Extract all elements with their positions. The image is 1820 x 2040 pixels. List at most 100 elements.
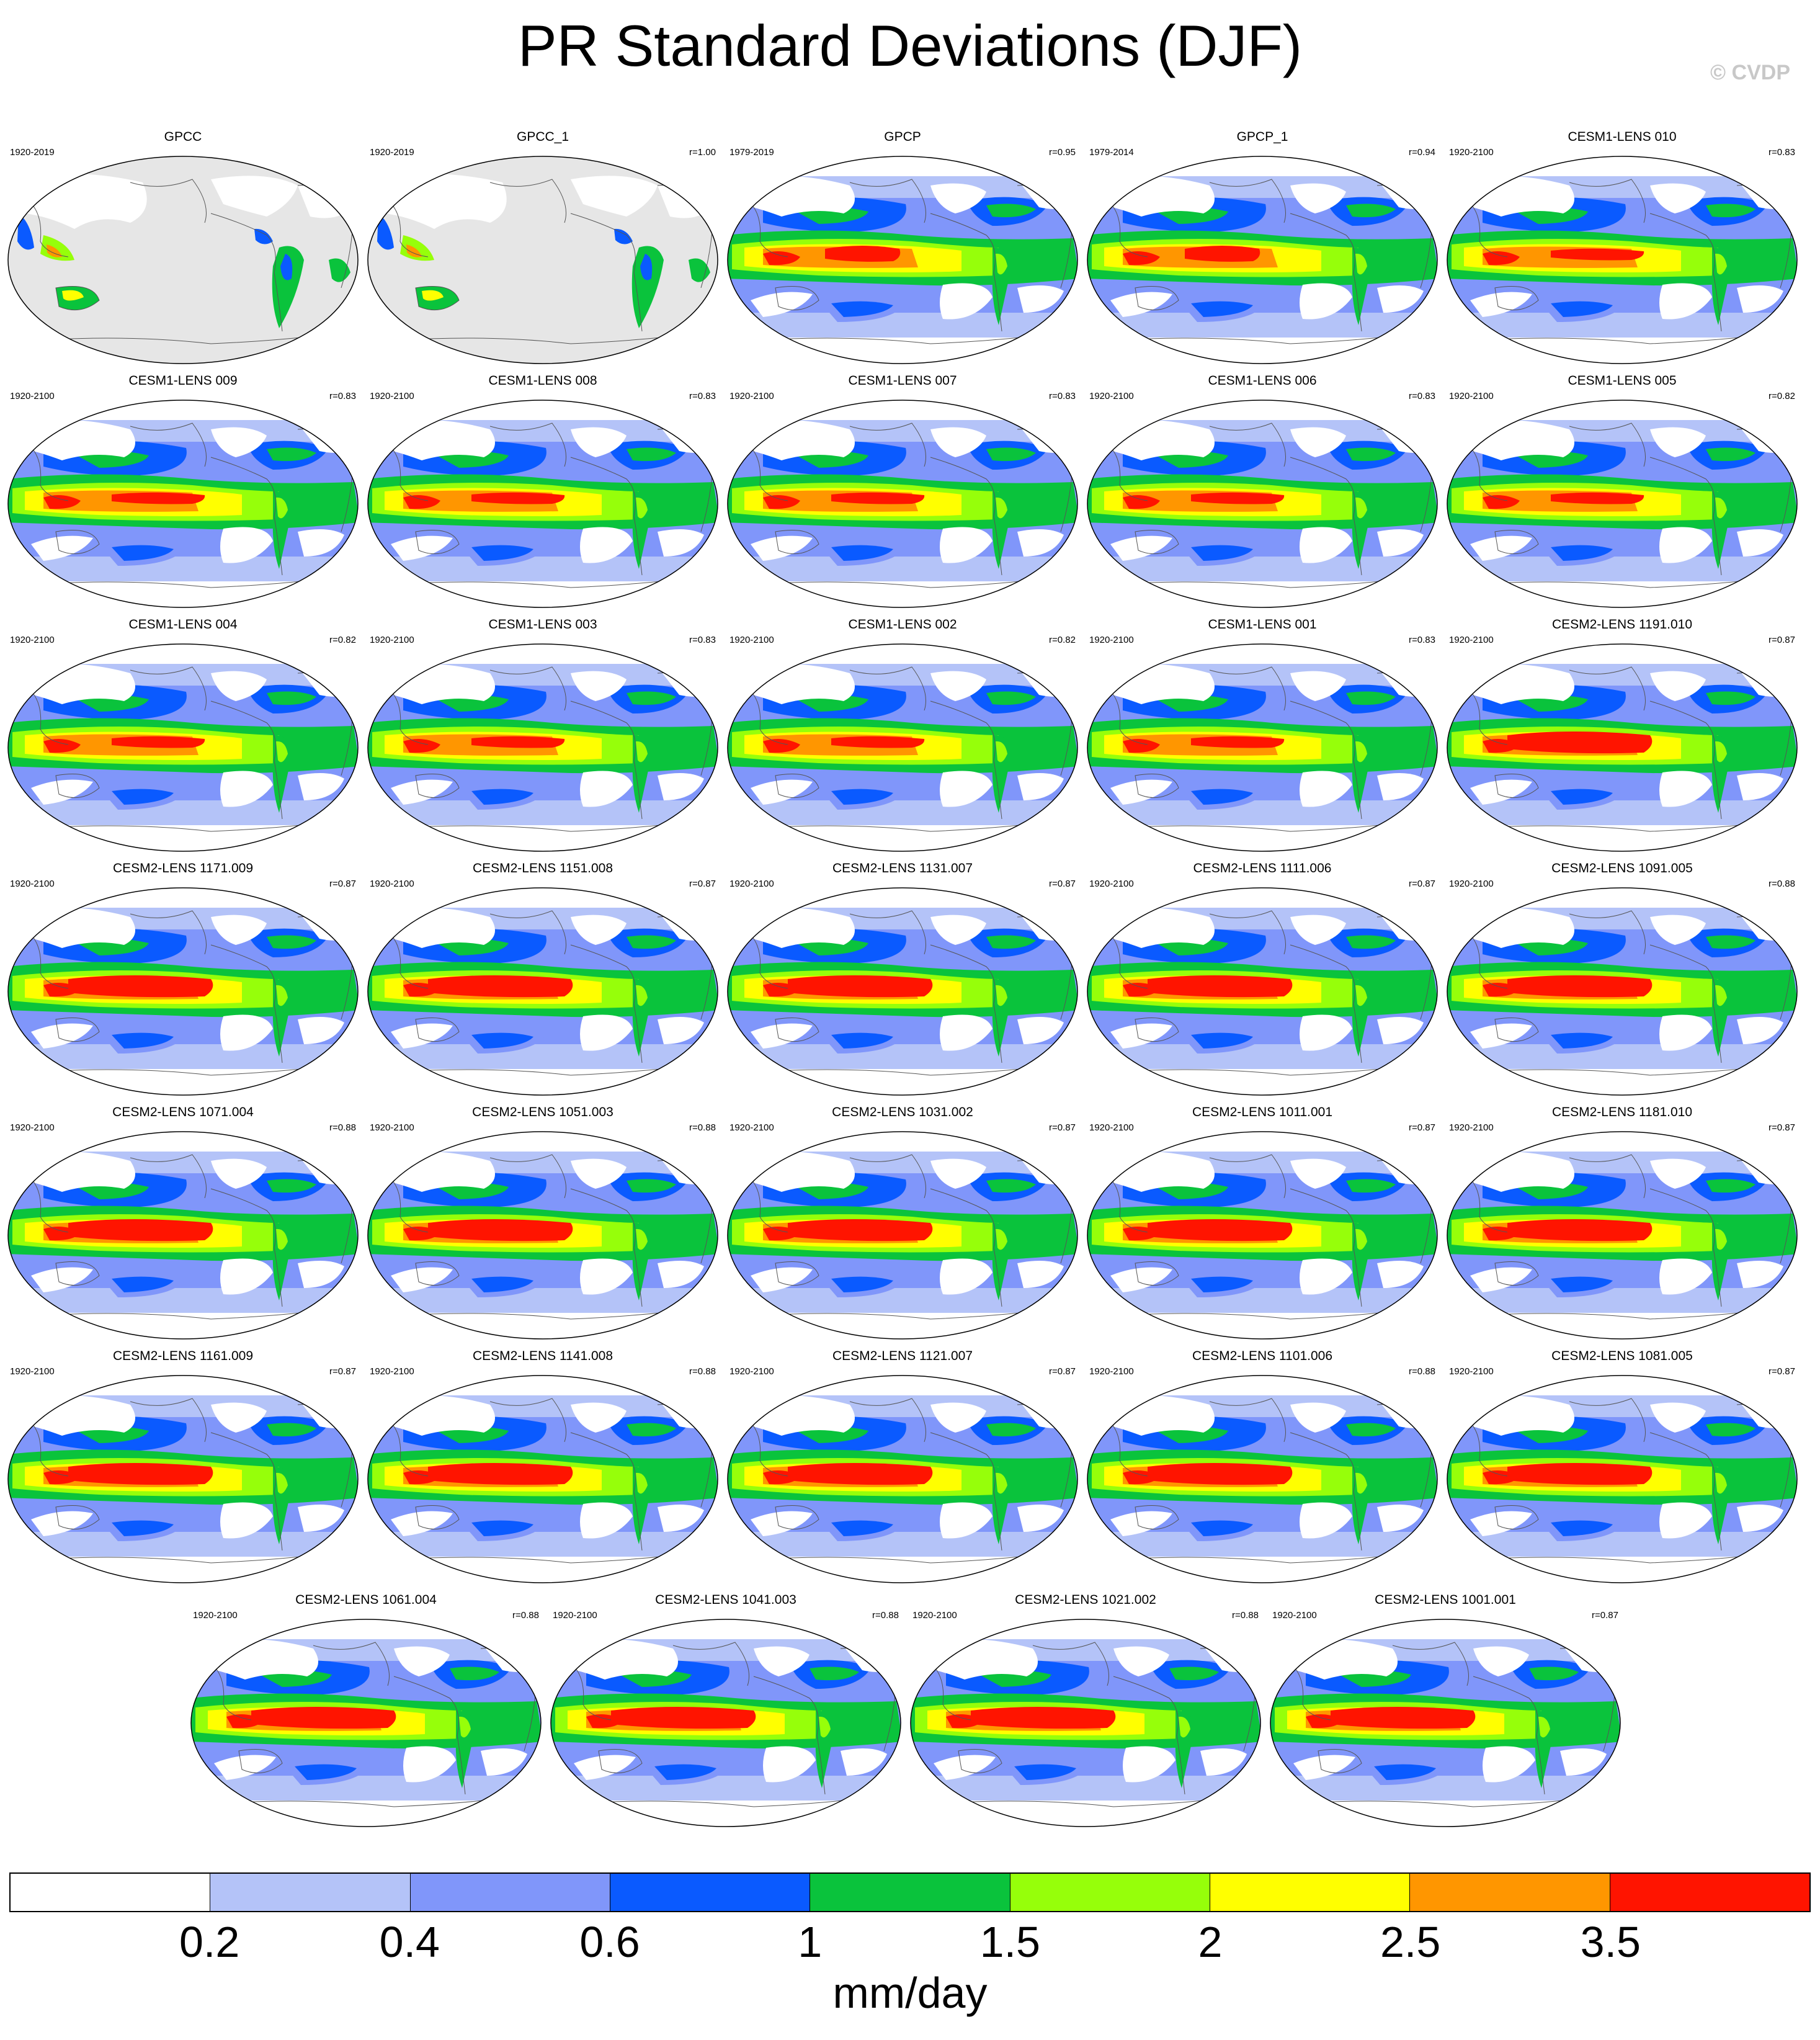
- panel-correlation: r=0.87: [1409, 1122, 1435, 1133]
- precip-std-map: [727, 156, 1078, 364]
- panel-correlation: r=0.83: [689, 391, 716, 401]
- colorbar-tick-label: 1: [798, 1918, 823, 1966]
- panel-years: 1920-2100: [729, 1122, 774, 1133]
- panel-title: GPCC: [164, 130, 202, 144]
- precip-std-map: [1447, 156, 1798, 364]
- map-panel: CESM2-LENS 1161.009 1920-2100 r=0.87: [6, 1346, 360, 1590]
- panel-correlation: r=0.82: [329, 635, 356, 645]
- panel-years: 1920-2100: [1089, 635, 1134, 645]
- panel-correlation: r=0.88: [1409, 1366, 1435, 1377]
- panel-title: GPCP_1: [1236, 130, 1288, 144]
- panel-correlation: r=0.82: [1049, 635, 1076, 645]
- panel-years: 1979-2019: [729, 147, 774, 158]
- precip-std-map: [367, 643, 718, 852]
- panel-years: 1920-2100: [729, 391, 774, 401]
- panel-title: CESM2-LENS 1071.004: [112, 1105, 254, 1119]
- precip-std-map: [7, 1131, 359, 1340]
- precip-std-map: [367, 887, 718, 1096]
- map-panel: CESM1-LENS 008 1920-2100 r=0.83: [366, 371, 720, 615]
- panel-correlation: r=0.87: [1769, 635, 1795, 645]
- panel-title: CESM2-LENS 1041.003: [655, 1593, 796, 1607]
- panel-correlation: r=0.88: [689, 1366, 716, 1377]
- panel-title: CESM1-LENS 008: [488, 374, 597, 388]
- panel-title: CESM1-LENS 002: [848, 617, 957, 632]
- precip-std-map: [367, 156, 718, 364]
- map-panel: CESM1-LENS 001 1920-2100 r=0.83: [1086, 615, 1439, 859]
- precip-std-map: [1447, 1375, 1798, 1583]
- panel-correlation: r=0.83: [329, 391, 356, 401]
- panel-years: 1920-2100: [1089, 1366, 1134, 1377]
- precip-std-map: [1447, 1131, 1798, 1340]
- precip-std-map: [1087, 400, 1438, 608]
- panel-years: 1920-2100: [729, 1366, 774, 1377]
- map-panel: CESM1-LENS 006 1920-2100 r=0.83: [1086, 371, 1439, 615]
- colorbar-tick-label: 0.6: [579, 1918, 640, 1966]
- map-panel: CESM2-LENS 1121.007 1920-2100 r=0.87: [726, 1346, 1079, 1590]
- panel-title: CESM2-LENS 1061.004: [295, 1593, 437, 1607]
- map-panel: CESM2-LENS 1151.008 1920-2100 r=0.87: [366, 859, 720, 1103]
- panel-correlation: r=0.88: [872, 1610, 899, 1621]
- map-panel: GPCC 1920-2019: [6, 127, 360, 371]
- precip-std-map: [7, 156, 359, 364]
- precip-std-map: [7, 400, 359, 608]
- map-panel: CESM2-LENS 1111.006 1920-2100 r=0.87: [1086, 859, 1439, 1103]
- map-panel: CESM1-LENS 010 1920-2100 r=0.83: [1445, 127, 1799, 371]
- map-panel: CESM2-LENS 1081.005 1920-2100 r=0.87: [1445, 1346, 1799, 1590]
- panel-years: 1920-2100: [1089, 391, 1134, 401]
- panel-title: CESM1-LENS 003: [488, 617, 597, 632]
- panel-years: 1920-2100: [193, 1610, 238, 1621]
- precip-std-map: [1270, 1619, 1621, 1827]
- map-panel: CESM2-LENS 1101.006 1920-2100 r=0.88: [1086, 1346, 1439, 1590]
- panel-title: GPCC_1: [516, 130, 569, 144]
- panel-title: CESM1-LENS 004: [128, 617, 238, 632]
- map-panel: CESM1-LENS 009 1920-2100 r=0.83: [6, 371, 360, 615]
- panel-title: CESM1-LENS 001: [1208, 617, 1317, 632]
- map-panel: GPCP 1979-2019 r=0.95: [726, 127, 1079, 371]
- colorbar-box: [11, 1874, 211, 1911]
- colorbar-tick-labels: 0.2 0.4 0.6 1 1.5 2 2.5 3.5: [9, 1917, 1811, 1973]
- map-panel: CESM2-LENS 1131.007 1920-2100 r=0.87: [726, 859, 1079, 1103]
- panel-years: 1920-2100: [1449, 879, 1494, 889]
- panel-correlation: r=0.87: [1049, 1366, 1076, 1377]
- precip-std-map: [727, 887, 1078, 1096]
- panel-years: 1920-2100: [1272, 1610, 1317, 1621]
- panel-years: 1920-2100: [1449, 1366, 1494, 1377]
- map-panel: GPCP_1 1979-2014 r=0.94: [1086, 127, 1439, 371]
- map-panel: CESM1-LENS 007 1920-2100 r=0.83: [726, 371, 1079, 615]
- colorbar-box: [410, 1874, 610, 1911]
- panel-correlation: r=0.95: [1049, 147, 1076, 158]
- colorbar-box: [610, 1874, 811, 1911]
- panel-years: 1920-2100: [1089, 879, 1134, 889]
- panel-correlation: r=0.88: [329, 1122, 356, 1133]
- panel-correlation: r=0.83: [689, 635, 716, 645]
- panel-years: 1920-2100: [912, 1610, 957, 1621]
- precip-std-map: [190, 1619, 542, 1827]
- map-panel: CESM2-LENS 1041.003 1920-2100 r=0.88: [549, 1590, 903, 1834]
- map-panel: CESM1-LENS 002 1920-2100 r=0.82: [726, 615, 1079, 859]
- panel-years: 1920-2100: [370, 635, 414, 645]
- map-panel: CESM2-LENS 1001.001 1920-2100 r=0.87: [1269, 1590, 1622, 1834]
- panel-years: 1920-2100: [1449, 147, 1494, 158]
- panel-years: 1920-2100: [10, 879, 55, 889]
- panel-correlation: r=0.83: [1409, 391, 1435, 401]
- panel-correlation: r=0.94: [1409, 147, 1435, 158]
- panel-correlation: r=0.88: [689, 1122, 716, 1133]
- panel-title: CESM2-LENS 1051.003: [472, 1105, 613, 1119]
- copyright-label: © CVDP: [1710, 61, 1790, 84]
- map-panel: CESM2-LENS 1051.003 1920-2100 r=0.88: [366, 1103, 720, 1346]
- panel-correlation: r=0.87: [1049, 1122, 1076, 1133]
- panel-correlation: r=0.87: [1769, 1122, 1795, 1133]
- colorbar-box: [1010, 1874, 1210, 1911]
- precip-std-map: [1447, 887, 1798, 1096]
- precip-std-map: [1087, 887, 1438, 1096]
- figure-title: PR Standard Deviations (DJF): [517, 13, 1303, 78]
- map-panel: CESM2-LENS 1091.005 1920-2100 r=0.88: [1445, 859, 1799, 1103]
- panel-correlation: r=0.87: [1049, 879, 1076, 889]
- precip-std-map: [1087, 1131, 1438, 1340]
- panel-correlation: r=0.87: [1592, 1610, 1618, 1621]
- precip-std-map: [910, 1619, 1261, 1827]
- map-panel: CESM2-LENS 1021.002 1920-2100 r=0.88: [909, 1590, 1262, 1834]
- colorbar-tick-label: 1.5: [979, 1918, 1040, 1966]
- panel-title: CESM2-LENS 1101.006: [1192, 1349, 1333, 1363]
- panel-years: 1920-2100: [1449, 391, 1494, 401]
